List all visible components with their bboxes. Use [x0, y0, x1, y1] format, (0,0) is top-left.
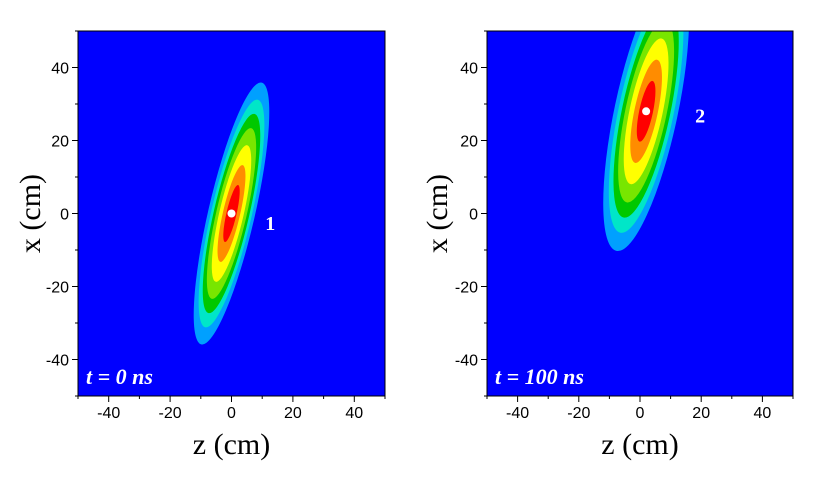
x-tick-label-1-20: 20	[284, 405, 302, 422]
x-tick-label-2--40: -40	[506, 405, 529, 422]
x-tick-label-1-40: 40	[345, 405, 363, 422]
y-axis-label-2: x (cm)	[421, 174, 454, 253]
panel-1: 1 t = 0 ns -40 -20 0 20 40 -40 -20 0 20 40 z (cm)…	[14, 30, 386, 461]
beam-center-marker-1	[227, 209, 236, 218]
x-tick-label-2-20: 20	[692, 405, 710, 422]
y-axis-label-1: x (cm)	[14, 174, 47, 253]
y-tick-label-1-20: 20	[51, 134, 69, 151]
ticks-1: -40 -20 0 20 40 -40 -20 0 20 40	[46, 30, 386, 422]
panel-2: 2 t = 100 ns -40 -20 0 20 40 -40 -20 0 20 40 z (c…	[421, 30, 794, 461]
beam-center-marker-2	[642, 107, 651, 116]
y-tick-label-2-0: 0	[469, 207, 478, 224]
marker-label-2: 2	[695, 105, 705, 127]
x-axis-label-2: z (cm)	[601, 428, 678, 461]
y-tick-label-1--20: -20	[46, 280, 69, 297]
x-tick-label-1--40: -40	[97, 405, 120, 422]
y-tick-label-2-40: 40	[460, 61, 478, 78]
y-tick-label-1-40: 40	[51, 61, 69, 78]
x-tick-label-2-40: 40	[754, 405, 772, 422]
x-tick-label-1-0: 0	[227, 405, 236, 422]
x-tick-label-2-0: 0	[636, 405, 645, 422]
y-tick-label-2-20: 20	[460, 134, 478, 151]
x-tick-label-2--20: -20	[567, 405, 590, 422]
x-tick-label-1--20: -20	[159, 405, 182, 422]
time-annotation-1: t = 0 ns	[86, 364, 153, 389]
ticks-2: -40 -20 0 20 40 -40 -20 0 20 40	[455, 30, 794, 422]
marker-label-1: 1	[265, 213, 275, 235]
y-tick-label-1--40: -40	[46, 353, 69, 370]
y-tick-label-1-0: 0	[60, 207, 69, 224]
x-axis-label-1: z (cm)	[193, 428, 270, 461]
y-tick-label-2--40: -40	[455, 353, 478, 370]
time-annotation-2: t = 100 ns	[495, 364, 584, 389]
y-tick-label-2--20: -20	[455, 280, 478, 297]
